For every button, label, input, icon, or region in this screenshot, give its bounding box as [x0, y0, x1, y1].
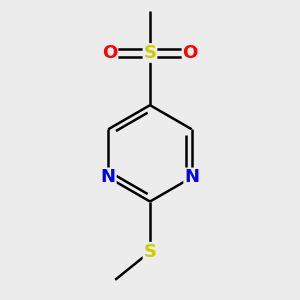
Text: O: O: [102, 44, 118, 62]
Text: N: N: [101, 168, 116, 186]
Text: S: S: [143, 44, 157, 62]
Text: S: S: [143, 243, 157, 261]
Text: N: N: [184, 168, 199, 186]
Text: O: O: [182, 44, 198, 62]
